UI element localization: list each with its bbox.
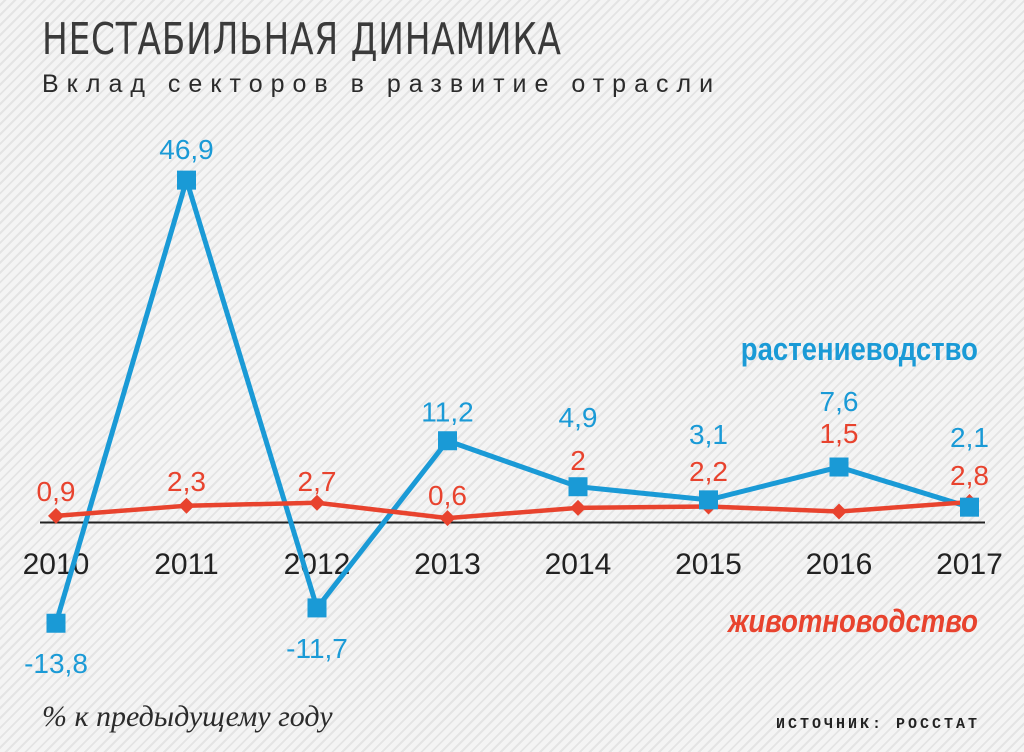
data-label-crops: 46,9 bbox=[159, 134, 214, 165]
x-tick-label: 2017 bbox=[936, 548, 1003, 581]
legend-label-crops: растениеводство bbox=[741, 332, 978, 367]
data-label-crops: 4,9 bbox=[559, 402, 598, 433]
data-point-crops bbox=[438, 431, 457, 451]
x-tick-label: 2014 bbox=[545, 548, 612, 581]
data-label-livestock: 2,2 bbox=[689, 456, 728, 487]
data-point-crops bbox=[46, 613, 66, 633]
data-point-crops bbox=[177, 170, 196, 190]
legend-label-livestock: животноводство bbox=[726, 604, 978, 639]
data-point-crops bbox=[699, 490, 718, 510]
data-point-livestock bbox=[309, 494, 325, 511]
data-point-crops bbox=[960, 497, 979, 517]
data-label-crops: 2,1 bbox=[950, 422, 989, 453]
data-point-livestock bbox=[439, 510, 456, 527]
x-tick-label: 2015 bbox=[675, 548, 742, 581]
data-label-crops: 7,6 bbox=[820, 386, 859, 417]
x-tick-label: 2010 bbox=[23, 548, 90, 581]
source-note: ИСТОЧНИК: РОССТАТ bbox=[776, 716, 981, 733]
data-label-livestock: 2,3 bbox=[167, 466, 206, 497]
data-label-crops: 11,2 bbox=[421, 397, 473, 428]
series-line-livestock bbox=[55, 499, 970, 521]
unit-note: % к предыдущему году bbox=[42, 700, 333, 733]
data-label-livestock: 2,7 bbox=[298, 466, 337, 497]
data-label-livestock: 0,9 bbox=[37, 476, 76, 507]
data-label-livestock: 2 bbox=[570, 445, 586, 476]
series-line-crops bbox=[53, 171, 971, 624]
data-point-crops bbox=[568, 477, 588, 497]
data-point-crops bbox=[829, 457, 849, 477]
x-tick-label: 2013 bbox=[414, 548, 481, 581]
data-point-livestock bbox=[570, 499, 586, 516]
data-point-livestock bbox=[831, 503, 847, 520]
data-label-crops: -13,8 bbox=[24, 648, 88, 679]
data-label-crops: -11,7 bbox=[286, 633, 348, 664]
chart-title: НЕСТАБИЛЬНАЯ ДИНАМИКА bbox=[42, 14, 562, 65]
data-label-livestock: 2,8 bbox=[950, 460, 989, 491]
data-point-livestock bbox=[178, 497, 195, 514]
x-tick-label: 2016 bbox=[806, 548, 873, 581]
data-label-crops: 3,1 bbox=[689, 419, 728, 450]
data-point-crops bbox=[307, 598, 327, 618]
x-tick-label: 2011 bbox=[154, 548, 219, 581]
data-point-livestock bbox=[48, 507, 64, 524]
chart-subtitle: Вклад секторов в развитие отрасли bbox=[42, 70, 722, 98]
data-label-livestock: 0,6 bbox=[428, 480, 467, 511]
data-label-livestock: 1,5 bbox=[820, 418, 859, 449]
